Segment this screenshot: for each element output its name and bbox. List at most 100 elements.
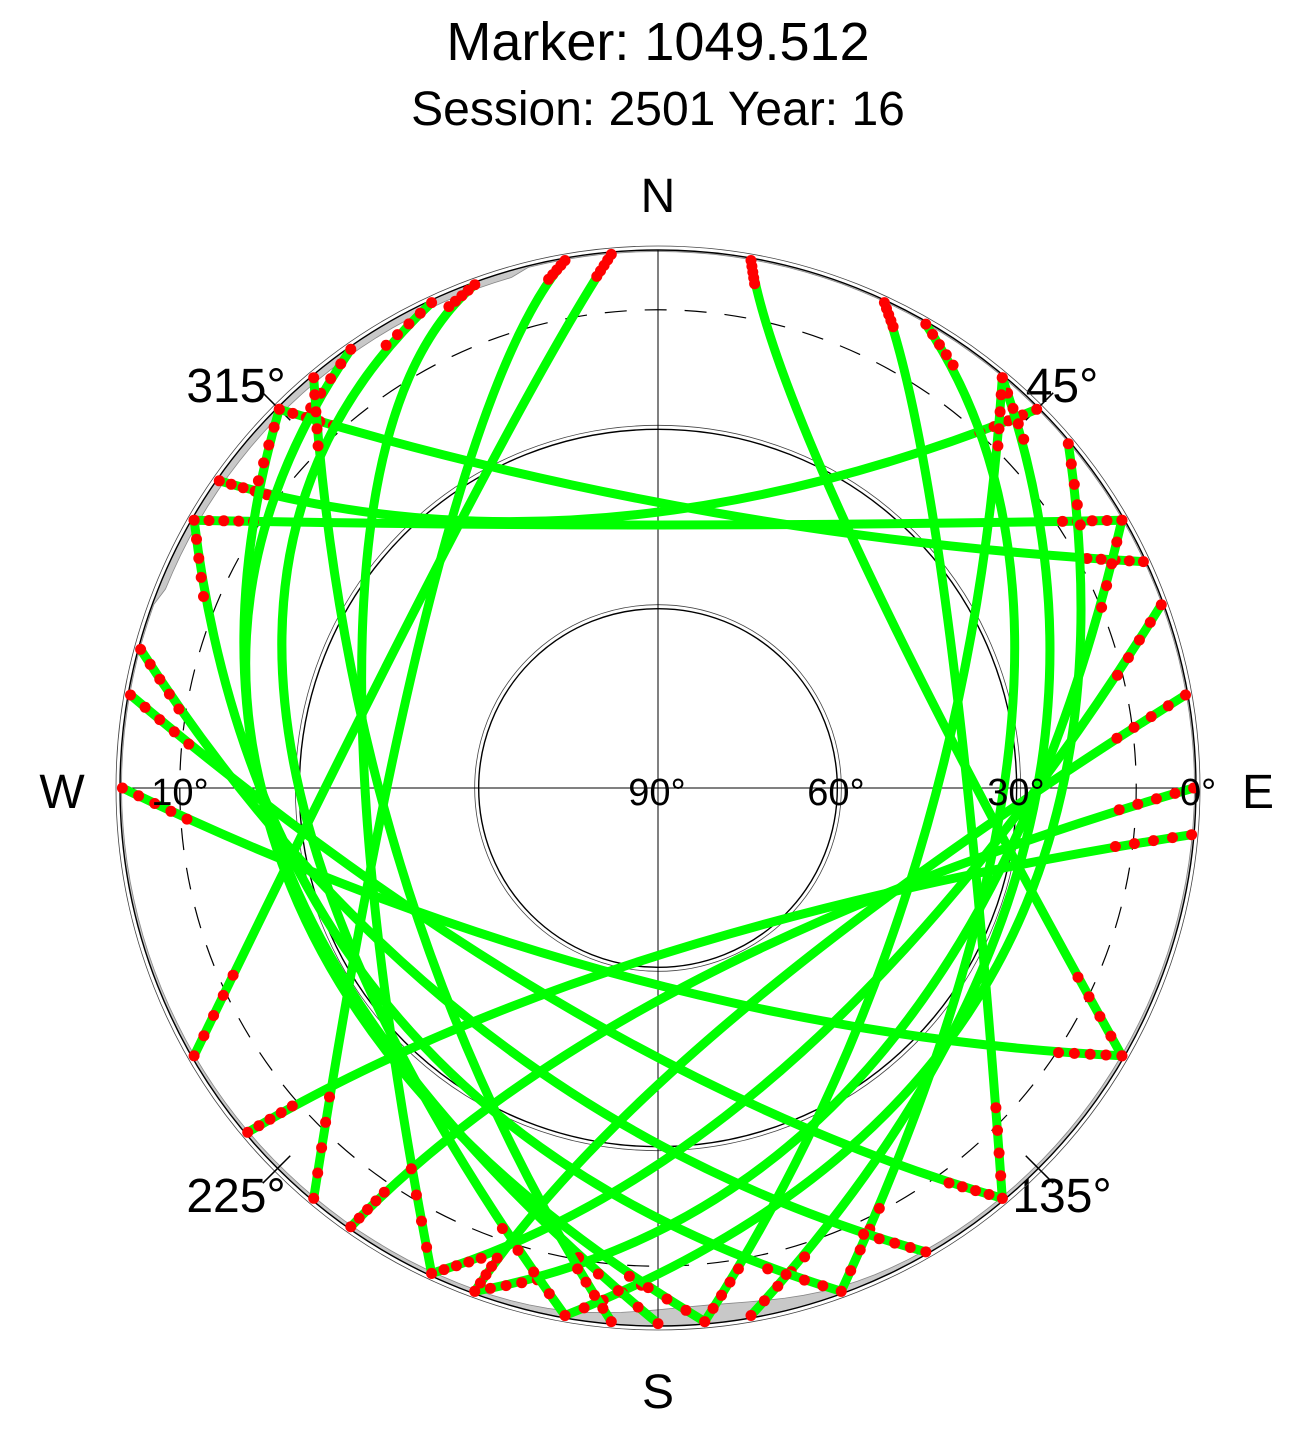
low-elevation-point-8-0-0 [1155, 599, 1167, 611]
low-elevation-point-4-1-2 [854, 1244, 866, 1256]
low-elevation-point-11-1-0 [242, 1126, 254, 1138]
low-elevation-point-8-0-4 [1111, 669, 1123, 681]
low-elevation-point-3-1-3 [992, 1124, 1003, 1136]
low-elevation-point-5-0-3 [1012, 418, 1024, 430]
low-elevation-point-8-1-4 [475, 1252, 487, 1264]
low-elevation-point-7-0-4 [1096, 601, 1108, 613]
low-elevation-point-11-0-0 [1186, 829, 1198, 841]
low-elevation-point-15-0-1 [817, 1280, 829, 1292]
low-elevation-point-16-1-2 [263, 439, 275, 451]
low-elevation-point-6-0-2 [1068, 478, 1080, 490]
low-elevation-point-10-0-2 [1150, 793, 1162, 805]
low-elevation-point-14-0-2 [889, 1237, 901, 1249]
low-elevation-point-23-1-0 [699, 1316, 711, 1328]
low-elevation-point-13-1-1 [139, 701, 151, 713]
low-elevation-point-17-1-1 [335, 358, 347, 370]
low-elevation-point-13-0-1 [983, 1189, 995, 1200]
low-elevation-point-15-1-0 [188, 514, 200, 526]
low-elevation-point-14-1-1 [144, 658, 156, 670]
low-elevation-point-0-1-2 [1086, 515, 1098, 527]
azimuth-tick-225 [262, 1155, 291, 1184]
low-elevation-point-7-1-3 [516, 1277, 528, 1289]
low-elevation-point-10-1-3 [370, 1195, 382, 1207]
low-elevation-point-19-0-0 [426, 1267, 438, 1279]
low-elevation-point-17-1-0 [345, 343, 357, 355]
low-elevation-point-15-1-3 [195, 571, 207, 583]
low-elevation-point-0-0-2 [218, 515, 230, 527]
low-elevation-point-22-1-4 [591, 270, 603, 282]
low-elevation-point-14-0-0 [920, 1246, 932, 1258]
low-elevation-point-12-1-0 [116, 782, 128, 794]
low-elevation-point-9-0-3 [1128, 721, 1140, 733]
low-elevation-point-16-1-1 [268, 421, 280, 433]
low-elevation-point-12-0-3 [1068, 1047, 1080, 1059]
low-elevation-point-5-1-4 [799, 1251, 811, 1263]
azimuth-tick-135 [1025, 1155, 1054, 1184]
low-elevation-point-24-0-0 [605, 1316, 617, 1328]
low-elevation-point-14-0-3 [873, 1233, 885, 1245]
low-elevation-point-24-0-1 [597, 1302, 609, 1314]
low-elevation-point-2-1-1 [1123, 555, 1135, 567]
low-elevation-point-9-1-2 [480, 1269, 492, 1281]
low-elevation-point-5-0-2 [1007, 402, 1019, 414]
low-elevation-point-15-0-2 [798, 1274, 810, 1286]
low-elevation-point-7-0-1 [1111, 536, 1123, 548]
low-elevation-point-13-1-3 [168, 726, 180, 738]
low-elevation-point-21-1-1 [1105, 1030, 1117, 1042]
low-elevation-point-23-1-2 [716, 1289, 727, 1301]
low-elevation-point-8-0-2 [1133, 634, 1145, 646]
low-elevation-point-10-1-1 [353, 1212, 365, 1224]
low-elevation-point-6-0-0 [1062, 438, 1074, 450]
low-elevation-point-11-0-1 [1167, 832, 1178, 844]
low-elevation-point-18-0-0 [559, 1310, 571, 1321]
low-elevation-point-18-0-3 [512, 1244, 524, 1256]
low-elevation-point-4-0-3 [940, 349, 952, 361]
satellite-track-24 [309, 373, 616, 1327]
low-elevation-point-11-1-4 [286, 1100, 298, 1112]
low-elevation-point-10-1-4 [378, 1186, 390, 1198]
low-elevation-point-13-0-2 [970, 1185, 982, 1197]
low-elevation-point-22-0-1 [198, 1030, 210, 1042]
low-elevation-point-5-1-0 [745, 1310, 757, 1321]
low-elevation-point-24-1-3 [311, 423, 323, 435]
low-elevation-point-15-1-1 [191, 533, 202, 545]
low-elevation-point-10-0-1 [1169, 787, 1181, 799]
low-elevation-point-9-0-0 [1180, 689, 1191, 701]
low-elevation-point-9-1-0 [469, 1285, 481, 1297]
low-elevation-point-7-0-2 [1106, 558, 1118, 570]
low-elevation-point-12-0-1 [1100, 1049, 1112, 1061]
low-elevation-point-13-1-0 [125, 689, 136, 701]
satellite-track-2 [274, 404, 1148, 567]
low-elevation-point-8-1-1 [438, 1264, 450, 1276]
low-elevation-point-19-0-4 [405, 1163, 417, 1175]
low-elevation-point-23-0-3 [993, 423, 1005, 435]
low-elevation-point-4-0-0 [920, 318, 932, 330]
elevation-label-30: 30° [987, 772, 1044, 814]
low-elevation-point-23-0-4 [992, 440, 1004, 452]
low-elevation-point-24-0-3 [580, 1276, 592, 1288]
low-elevation-point-17-0-0 [652, 1318, 664, 1330]
low-elevation-point-17-0-1 [632, 1301, 644, 1313]
low-elevation-point-12-0-4 [1053, 1047, 1065, 1059]
low-elevation-point-16-1-4 [252, 475, 264, 487]
low-elevation-point-7-0-0 [1116, 514, 1128, 526]
low-elevation-point-14-0-4 [858, 1228, 870, 1240]
low-elevation-point-17-1-2 [325, 373, 337, 385]
low-elevation-point-2-1-3 [1095, 553, 1107, 565]
elevation-label-10: 10° [151, 772, 208, 814]
low-elevation-point-11-1-2 [264, 1113, 276, 1125]
low-elevation-point-1-0-0 [213, 475, 225, 487]
satellite-track-8 [427, 600, 1166, 1278]
low-elevation-point-20-0-1 [312, 1167, 324, 1179]
low-elevation-point-11-1-1 [253, 1120, 265, 1132]
low-elevation-point-22-0-3 [217, 989, 229, 1001]
compass-label-south: S [642, 1366, 674, 1419]
low-elevation-point-16-0-2 [661, 1293, 673, 1305]
satellite-track-15 [189, 515, 846, 1296]
low-elevation-point-9-0-1 [1162, 700, 1174, 712]
low-elevation-point-2-0-1 [287, 407, 299, 419]
low-elevation-point-6-0-4 [1074, 519, 1086, 531]
low-elevation-point-13-1-4 [183, 738, 195, 750]
low-elevation-point-3-0-4 [887, 321, 899, 333]
low-elevation-point-7-0-3 [1101, 580, 1113, 592]
